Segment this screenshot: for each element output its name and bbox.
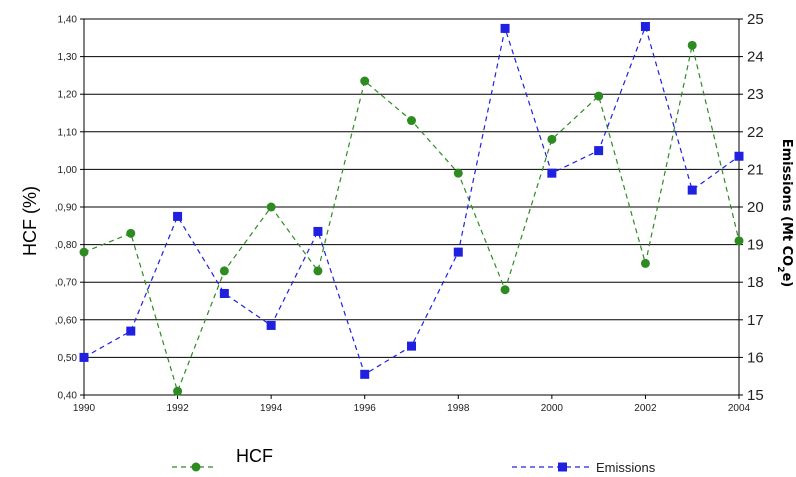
series-line-emissions — [83, 24, 740, 376]
point-hcf — [547, 134, 557, 144]
point-hcf — [173, 386, 183, 396]
x-tick-label: 1992 — [166, 403, 189, 414]
y-right-tick-label: 17 — [747, 312, 764, 329]
y-axis-left-title: HCF (%) — [20, 186, 40, 256]
point-hcf — [640, 258, 650, 268]
y-left-tick-label: 0,40 — [58, 391, 78, 402]
point-hcf — [453, 168, 463, 178]
axes — [80, 18, 743, 399]
y-left-tick-label: 1,20 — [58, 90, 78, 101]
y-right-tick-label: 23 — [747, 86, 764, 103]
point-hcf — [79, 247, 89, 257]
point-hcf — [500, 285, 510, 295]
point-emissions — [266, 320, 276, 330]
y-right-tick-label: 22 — [747, 124, 764, 141]
point-emissions — [453, 247, 463, 257]
point-hcf — [313, 266, 323, 276]
series-layer — [79, 22, 744, 396]
legend-emissions-marker — [558, 462, 567, 472]
legend-emissions-label: Emissions — [596, 460, 656, 475]
legend-hcf-marker — [191, 462, 201, 472]
point-hcf — [126, 228, 136, 238]
y-left-tick-label: 1,10 — [58, 127, 78, 138]
point-emissions — [500, 23, 510, 33]
y-left-tick-label: 1,00 — [58, 165, 78, 176]
x-tick-label: 2004 — [728, 403, 751, 414]
point-emissions — [594, 146, 604, 156]
point-hcf — [360, 76, 370, 86]
y-axis-right-title: Emissions (Mt CO2e) — [775, 139, 794, 288]
gridlines — [84, 18, 739, 396]
x-tick-label: 1990 — [73, 403, 96, 414]
y-left-tick-label: ,0,70 — [55, 278, 78, 289]
legend-hcf-label: HCF — [236, 446, 273, 466]
tick-labels: 0,40 0,50 ,0,60 ,0,70 ,0,80 ,0,90 1,00 1,10 1,20… — [55, 11, 764, 414]
y-left-tick-label: ,0,60 — [55, 315, 78, 326]
y-right-tick-label: 24 — [747, 49, 764, 66]
x-tick-label: 1996 — [354, 403, 377, 414]
y-right-tick-label: 15 — [747, 387, 764, 404]
point-hcf — [407, 116, 416, 126]
y-left-tick-label: 1,30 — [58, 52, 78, 63]
y-right-tick-label: 18 — [747, 274, 764, 291]
point-hcf — [266, 202, 276, 212]
point-hcf — [734, 236, 744, 246]
point-emissions — [173, 211, 183, 221]
point-emissions — [687, 185, 697, 195]
x-tick-label: 1998 — [447, 403, 470, 414]
y-right-tick-label: 25 — [747, 11, 764, 28]
y-left-tick-label: 0,50 — [58, 353, 78, 364]
point-emissions — [360, 369, 370, 379]
x-tick-label: 1994 — [260, 403, 283, 414]
point-emissions — [547, 168, 557, 178]
series-line-hcf — [83, 45, 740, 394]
legend-item-emissions: Emissions — [512, 460, 656, 475]
point-emissions — [79, 352, 89, 362]
y-left-tick-label: ,0,80 — [55, 240, 78, 251]
y-right-tick-label: 16 — [747, 349, 764, 366]
point-emissions — [219, 288, 229, 298]
y-left-tick-label: 1,40 — [58, 15, 78, 26]
point-emissions — [313, 226, 323, 236]
legend-item-hcf: HCF — [172, 446, 273, 472]
point-hcf — [687, 40, 697, 50]
y-left-tick-label: ,0,90 — [55, 203, 78, 214]
point-hcf — [594, 91, 604, 101]
point-hcf — [219, 266, 229, 276]
legend: HCF Emissions — [172, 446, 656, 475]
y-right-tick-label: 19 — [747, 237, 764, 254]
point-emissions — [640, 22, 650, 32]
x-tick-label: 2000 — [541, 403, 564, 414]
x-tick-label: 2002 — [634, 403, 657, 414]
y-right-tick-label: 20 — [747, 199, 764, 216]
point-emissions — [734, 151, 744, 161]
point-emissions — [126, 326, 136, 336]
y-right-tick-label: 21 — [747, 161, 764, 178]
point-emissions — [407, 341, 416, 351]
